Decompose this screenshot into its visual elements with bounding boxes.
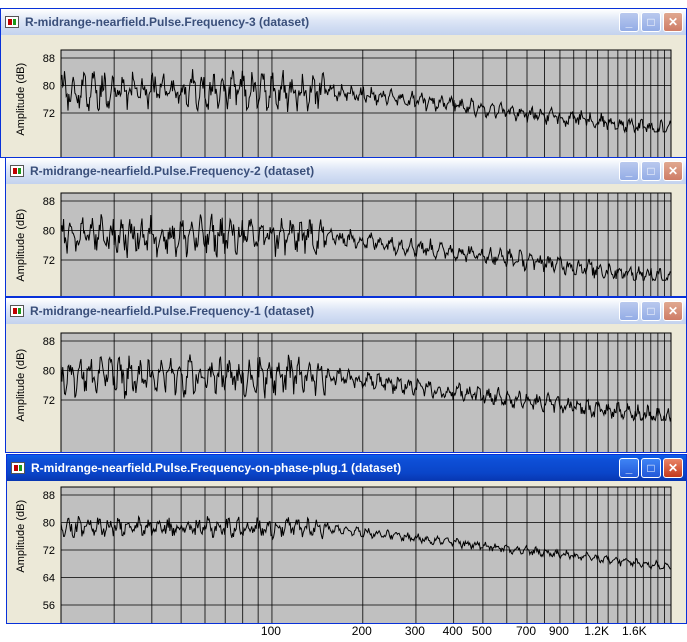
window-titlebar[interactable]: R-midrange-nearfield.Pulse.Frequency-3 (…	[1, 9, 686, 35]
minimize-button[interactable]: _	[619, 161, 639, 181]
x-tick-label: 900	[548, 624, 569, 638]
close-button[interactable]: ✕	[663, 301, 683, 321]
frequency-response-trace	[60, 515, 671, 571]
y-tick-label: 80	[43, 366, 55, 378]
x-tick-label: 500	[471, 624, 492, 638]
y-tick-label: 80	[43, 81, 55, 93]
x-tick-label: 700	[515, 624, 537, 638]
y-tick-label: 72	[43, 255, 55, 267]
maximize-button[interactable]: □	[641, 161, 661, 181]
close-button[interactable]: ✕	[663, 458, 683, 478]
window-title: R-midrange-nearfield.Pulse.Frequency-1 (…	[30, 304, 315, 318]
x-tick-label: 400	[442, 624, 463, 638]
window-titlebar[interactable]: R-midrange-nearfield.Pulse.Frequency-on-…	[7, 455, 686, 481]
window-title: R-midrange-nearfield.Pulse.Frequency-2 (…	[30, 164, 315, 178]
y-tick-label: 88	[43, 490, 55, 502]
x-tick-label: 1.2K	[584, 624, 609, 638]
window-title: R-midrange-nearfield.Pulse.Frequency-3 (…	[25, 15, 310, 29]
y-axis-title: Amplitude (dB)	[15, 500, 27, 573]
close-button[interactable]: ✕	[663, 161, 683, 181]
plot-area	[60, 486, 672, 623]
dataset-window-frequency-3[interactable]: R-midrange-nearfield.Pulse.Frequency-3 (…	[0, 8, 687, 158]
y-tick-label: 72	[43, 108, 55, 120]
plot-area	[60, 49, 672, 157]
minimize-button[interactable]: _	[619, 458, 639, 478]
y-tick-label: 72	[43, 545, 55, 557]
y-axis-title: Amplitude (dB)	[15, 63, 27, 136]
frequency-plot[interactable]: 88 80 72 Amplitude (dB)	[6, 184, 687, 297]
dataset-window-on-phase-plug[interactable]: R-midrange-nearfield.Pulse.Frequency-on-…	[6, 454, 687, 624]
x-tick-label: 200	[351, 624, 372, 638]
y-tick-label: 80	[43, 518, 55, 530]
frequency-plot[interactable]: 88 80 72 Amplitude (dB)	[6, 324, 687, 453]
x-tick-label: 100	[260, 624, 281, 638]
dataset-window-frequency-2[interactable]: R-midrange-nearfield.Pulse.Frequency-2 (…	[5, 157, 687, 297]
frequency-plot[interactable]: 88 80 72 64 56 Amplitude (dB)	[7, 481, 687, 624]
x-tick-label: 300	[404, 624, 425, 638]
dataset-icon	[5, 16, 19, 28]
maximize-button[interactable]: □	[641, 12, 661, 32]
y-tick-label: 56	[43, 600, 55, 612]
frequency-response-trace	[60, 354, 672, 423]
frequency-plot[interactable]: 88 80 72 Amplitude (dB)	[1, 35, 687, 158]
y-tick-label: 88	[43, 336, 55, 348]
maximize-button[interactable]: □	[641, 301, 661, 321]
window-titlebar[interactable]: R-midrange-nearfield.Pulse.Frequency-2 (…	[6, 158, 686, 184]
y-tick-label: 72	[43, 395, 55, 407]
y-axis-title: Amplitude (dB)	[15, 349, 27, 422]
dataset-window-frequency-1[interactable]: R-midrange-nearfield.Pulse.Frequency-1 (…	[5, 297, 687, 453]
y-tick-label: 80	[43, 226, 55, 238]
dataset-icon	[10, 305, 24, 317]
dataset-icon	[11, 462, 25, 474]
minimize-button[interactable]: _	[619, 12, 639, 32]
y-tick-label: 88	[43, 196, 55, 208]
y-tick-label: 64	[43, 573, 55, 585]
dataset-icon	[10, 165, 24, 177]
plot-area	[60, 332, 672, 452]
y-tick-label: 88	[43, 53, 55, 65]
frequency-response-trace	[60, 69, 672, 134]
close-button[interactable]: ✕	[663, 12, 683, 32]
x-tick-label: 1.6K	[622, 624, 647, 638]
maximize-button[interactable]: □	[641, 458, 661, 478]
y-axis-title: Amplitude (dB)	[15, 209, 27, 282]
minimize-button[interactable]: _	[619, 301, 639, 321]
window-titlebar[interactable]: R-midrange-nearfield.Pulse.Frequency-1 (…	[6, 298, 686, 324]
frequency-response-trace	[60, 213, 672, 282]
window-title: R-midrange-nearfield.Pulse.Frequency-on-…	[31, 461, 402, 475]
